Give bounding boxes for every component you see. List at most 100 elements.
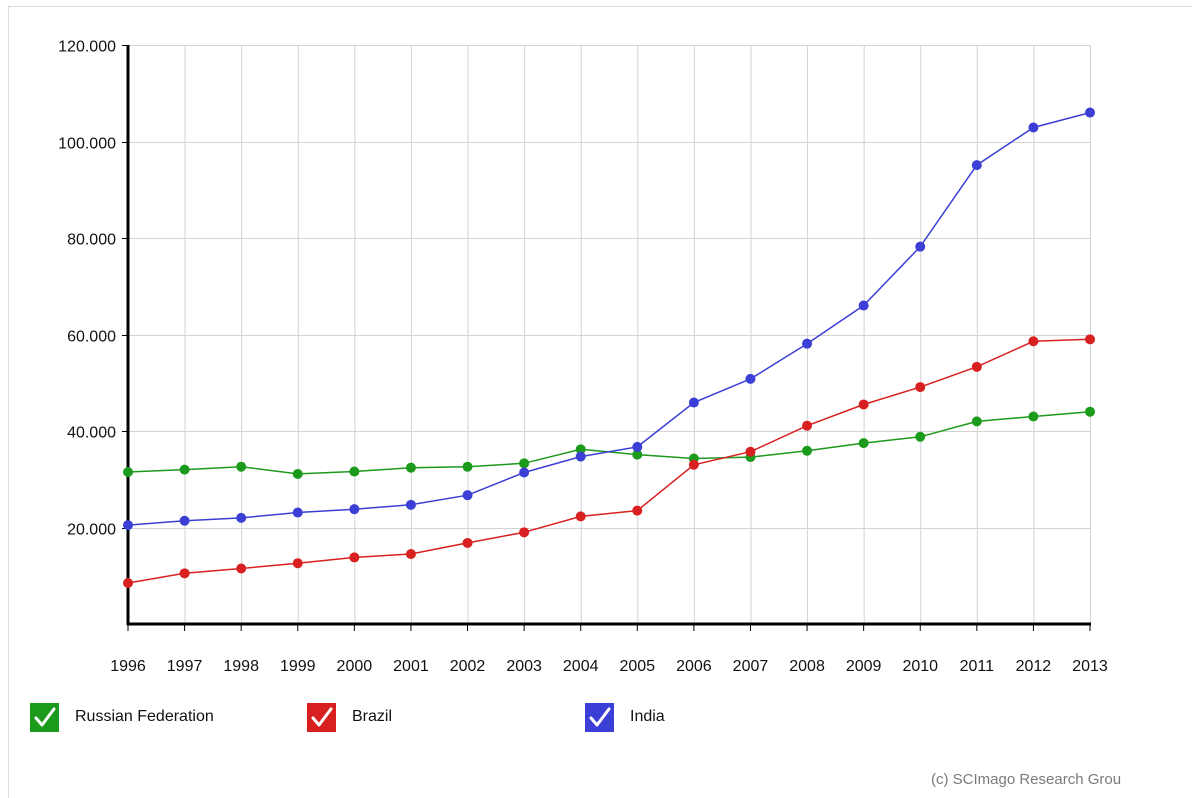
- data-point: [462, 537, 473, 548]
- legend-item-india[interactable]: India: [585, 702, 665, 732]
- legend-checkbox-russian-federation[interactable]: [30, 702, 59, 732]
- checkmark-icon: [307, 702, 336, 732]
- data-point: [915, 382, 926, 393]
- y-tick-label: 20.000: [67, 522, 116, 539]
- x-tick-label: 2002: [450, 658, 486, 675]
- x-tick-label: 2001: [393, 658, 429, 675]
- data-point: [971, 416, 982, 427]
- x-tick-label: 2012: [1016, 658, 1052, 675]
- data-point: [632, 505, 643, 516]
- data-point: [123, 467, 133, 478]
- data-point: [915, 431, 926, 442]
- checkmark-icon: [585, 702, 614, 732]
- data-point: [405, 549, 416, 560]
- data-point: [1085, 334, 1095, 345]
- series-line: [127, 338, 1091, 584]
- series-india: [123, 107, 1095, 531]
- data-point: [1085, 107, 1095, 118]
- data-point: [236, 461, 247, 472]
- x-tick-label: 2013: [1072, 658, 1108, 675]
- x-tick-label: 2011: [960, 658, 995, 675]
- copyright-text: (c) SCImago Research Grou: [931, 771, 1122, 788]
- data-point: [236, 512, 247, 523]
- data-point: [519, 458, 530, 469]
- data-point: [1028, 122, 1039, 133]
- x-tick-label: 2000: [337, 658, 373, 675]
- chart-frame: [8, 6, 1192, 798]
- data-point: [179, 568, 190, 579]
- data-point: [688, 397, 699, 408]
- y-tick-label: 60.000: [67, 329, 116, 346]
- data-point: [292, 558, 303, 569]
- legend-item-brazil[interactable]: Brazil: [307, 702, 392, 732]
- data-point: [632, 441, 643, 452]
- data-point: [745, 446, 756, 457]
- data-point: [405, 499, 416, 510]
- series-line: [127, 410, 1091, 475]
- data-point: [575, 444, 586, 455]
- data-point: [858, 399, 869, 410]
- data-point: [179, 464, 190, 475]
- data-point: [802, 338, 813, 349]
- grid: [128, 45, 1091, 624]
- data-point: [519, 527, 530, 538]
- legend-label: Brazil: [352, 708, 393, 725]
- data-point: [858, 438, 869, 449]
- data-point: [858, 300, 869, 311]
- legend-item-russian-federation[interactable]: Russian Federation: [30, 702, 214, 732]
- x-tick-label: 2010: [902, 658, 938, 675]
- series-brazil: [123, 334, 1095, 588]
- data-point: [575, 511, 586, 522]
- legend-label: Russian Federation: [75, 708, 214, 725]
- tick-labels: 20.000 40.000 60.000 80.000 100.000 120.000 19…: [58, 39, 1108, 676]
- legend-label: India: [630, 708, 665, 725]
- y-tick-label: 40.000: [67, 425, 116, 442]
- data-point: [575, 451, 586, 462]
- legend-checkbox-brazil[interactable]: [307, 702, 336, 732]
- y-tick-label: 80.000: [67, 232, 116, 249]
- data-point: [179, 515, 190, 526]
- series-line: [127, 111, 1091, 526]
- data-point: [1028, 411, 1039, 422]
- data-point: [802, 420, 813, 431]
- data-point: [349, 552, 360, 563]
- data-point: [236, 563, 247, 574]
- data-point: [123, 520, 133, 531]
- data-point: [802, 445, 813, 456]
- data-point: [915, 241, 926, 252]
- data-point: [349, 466, 360, 477]
- data-point: [1085, 406, 1095, 417]
- legend-checkbox-india[interactable]: [585, 702, 614, 732]
- data-point: [405, 462, 416, 473]
- x-tick-label: 2008: [789, 658, 825, 675]
- data-point: [1028, 336, 1039, 347]
- y-tick-label: 100.000: [58, 136, 116, 153]
- axes: [122, 45, 1091, 631]
- checkmark-icon: [30, 702, 59, 732]
- x-tick-label: 1996: [110, 658, 146, 675]
- data-point: [349, 504, 360, 515]
- data-point: [292, 468, 303, 479]
- x-tick-label: 2006: [676, 658, 712, 675]
- data-point: [688, 459, 699, 470]
- x-tick-label: 2005: [619, 658, 655, 675]
- data-point: [519, 467, 530, 478]
- x-tick-label: 2007: [733, 658, 769, 675]
- data-point: [971, 361, 982, 372]
- data-point: [123, 577, 133, 588]
- x-tick-label: 2003: [506, 658, 542, 675]
- x-tick-label: 2009: [846, 658, 882, 675]
- y-tick-label: 120.000: [58, 39, 116, 56]
- data-point: [971, 160, 982, 171]
- data-point: [462, 490, 473, 501]
- x-tick-label: 2004: [563, 658, 599, 675]
- data-point: [462, 461, 473, 472]
- series-russian-federation: [123, 406, 1095, 479]
- x-tick-label: 1999: [280, 658, 316, 675]
- data-point: [745, 373, 756, 384]
- series-layer: [123, 107, 1095, 588]
- x-tick-label: 1997: [167, 658, 203, 675]
- x-tick-label: 1998: [223, 658, 259, 675]
- data-point: [632, 449, 643, 460]
